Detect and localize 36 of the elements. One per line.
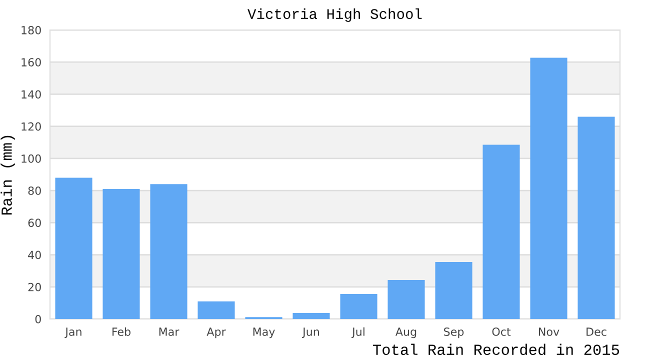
- bar: [198, 301, 235, 319]
- bar: [388, 280, 425, 319]
- x-tick-label: Jul: [351, 327, 364, 338]
- bar: [150, 184, 188, 319]
- bar: [530, 58, 568, 319]
- chart-title: Victoria High School: [248, 8, 422, 22]
- bar: [340, 294, 378, 319]
- x-tick-label: Apr: [206, 328, 226, 338]
- y-tick-label: 120: [22, 122, 41, 131]
- y-tick-label: 80: [28, 186, 41, 195]
- bar: [102, 188, 140, 319]
- y-tick-label: 40: [28, 250, 41, 260]
- y-tick-label: 100: [22, 154, 41, 163]
- bar: [435, 262, 472, 319]
- y-tick-label: 180: [22, 26, 41, 34]
- bar: [55, 178, 92, 319]
- x-tick-label: Aug: [395, 328, 416, 338]
- y-tick-label: 140: [22, 90, 41, 99]
- y-tick-label: 160: [22, 58, 41, 66]
- y-tick-label: 20: [28, 282, 41, 292]
- x-tick-label: Nov: [538, 328, 560, 336]
- y-tick-label: 60: [28, 218, 41, 228]
- x-axis-title: Total Rain Recorded in 2015: [373, 344, 620, 356]
- x-tick-label: May: [253, 328, 275, 338]
- x-tick-label: Dec: [586, 328, 606, 336]
- bar: [482, 144, 520, 319]
- y-tick-label: 0: [35, 314, 41, 324]
- bar: [292, 313, 330, 319]
- y-axis-title: Rain (mm): [0, 136, 15, 215]
- x-tick-label: Sep: [444, 328, 464, 338]
- x-tick-label: Oct: [492, 328, 511, 336]
- x-tick-label: Jun: [302, 328, 319, 338]
- x-tick-label: Feb: [112, 327, 130, 336]
- x-tick-label: Mar: [159, 328, 180, 336]
- x-tick-label: Jan: [64, 328, 82, 338]
- bar: [578, 116, 615, 319]
